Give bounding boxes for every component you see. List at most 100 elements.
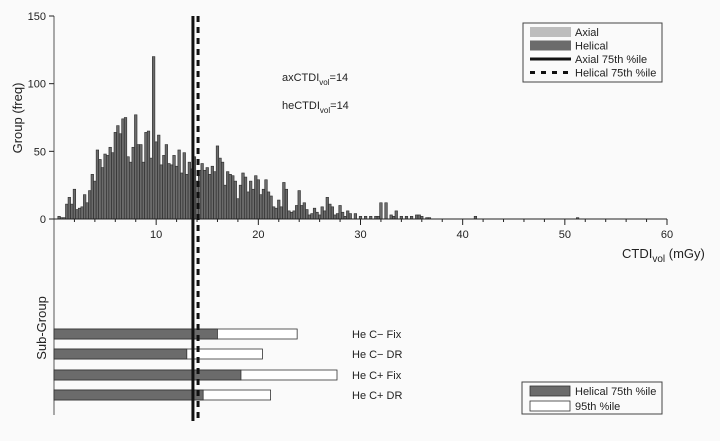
histogram-bar [389,214,393,220]
y-tick-label: 150 [28,11,46,23]
histogram-bar [162,155,166,220]
bar-helical-75th [53,369,242,381]
category-label: He C+ Fix [352,370,402,382]
histogram-bar [417,214,421,220]
histogram-bar [307,214,311,220]
histogram-bar [187,161,191,220]
histogram-bar [72,188,77,220]
y-tick-label: 50 [34,146,46,158]
legend-swatch [529,400,571,412]
legend-bottom: Helical 75th %ile 95th %ile [521,381,663,415]
histogram-bar [144,132,148,220]
histogram-bar [220,161,225,220]
histogram-bar [134,114,138,220]
histogram-bar [180,172,184,220]
legend-swatch [530,40,571,51]
histogram-bar [65,203,69,220]
histogram-bar [320,206,324,220]
histogram-bar [335,213,340,220]
histogram-bar [100,167,105,220]
histogram-bar [203,169,207,220]
histogram-bar [149,157,153,220]
x-tick-label: 10 [150,229,162,241]
histogram-bar [83,194,87,220]
histogram-bar [90,174,94,220]
histogram-bar [384,202,388,220]
subgroup-bars: He C− Fix He C− DR He C+ Fix He C+ DR [53,328,402,402]
legend-label: Helical 75th %ile [575,386,656,398]
histogram-bar [88,190,92,220]
histogram-bar [274,207,278,220]
histogram-bar [205,167,209,220]
histogram-bar [185,174,189,220]
x-tick-label: 40 [457,229,469,241]
histogram-bar [169,164,174,220]
histogram-bar [175,165,179,220]
histogram-bar [338,205,342,220]
histogram-bar [141,161,145,220]
histogram-bar [272,206,276,220]
histogram-bar [323,210,327,220]
category-label: He C− DR [352,349,402,361]
histogram-bar [146,130,151,220]
legend-swatch [530,27,571,37]
histogram-bar [111,152,115,220]
histogram-bar [233,180,237,220]
histogram-bar [67,197,71,220]
histogram-bar [157,134,161,220]
histogram-bar [126,156,130,220]
x-axis-title: CTDIvol (mGy) [622,246,705,265]
histogram-bar [300,205,304,220]
histogram-bar [172,155,176,220]
histogram-bar [103,153,107,220]
histogram-bar [113,132,117,220]
histogram-bar [259,194,263,220]
histogram-bar [210,165,214,220]
histogram-bar [228,174,232,220]
x-tick-label: 30 [354,229,366,241]
histogram-bar [231,175,235,220]
histogram-bar [238,184,243,220]
histogram-bar [266,191,271,220]
histogram-bar [218,157,222,220]
histogram-bar [289,211,294,220]
histogram-bar [121,118,125,220]
category-label: He C− Fix [352,329,402,341]
bar-helical-75th [53,389,204,401]
histogram-bar [226,171,230,220]
histogram-bar [284,188,289,220]
histogram-bar [279,206,283,220]
histogram-bar [182,152,186,220]
histogram-bars [57,56,580,220]
histogram-bar [312,207,317,220]
subgroup-axis-title: Sub-Group [34,296,49,360]
histogram-bar [249,180,253,220]
histogram-bar [325,197,329,220]
bar-helical-75th [53,348,188,360]
annotation-text: heCTDIvol=14 [282,100,349,115]
histogram-bar [75,209,79,220]
histogram-bar [282,182,286,220]
y-axis-title: Group (freq) [10,83,25,154]
histogram-bar [261,188,266,220]
histogram-bar [177,149,181,220]
y-tick-label: 100 [28,79,46,91]
histogram-bar [295,205,299,220]
histogram-bar [159,164,163,220]
histogram-bar [302,202,306,220]
histogram-bar [70,203,74,220]
histogram-bar [251,188,255,220]
histogram-bar [208,174,212,220]
legend-label: 95th %ile [575,401,620,413]
histogram-bar [277,199,281,220]
histogram-bar [123,117,128,220]
histogram-bar [353,213,357,220]
histogram-bar [269,195,273,220]
x-tick-label: 20 [252,229,264,241]
histogram-bar [118,133,122,220]
histogram-bar [333,214,337,220]
histogram-bar [264,179,268,220]
histogram-bar [287,210,291,220]
histogram-bar [93,180,97,220]
